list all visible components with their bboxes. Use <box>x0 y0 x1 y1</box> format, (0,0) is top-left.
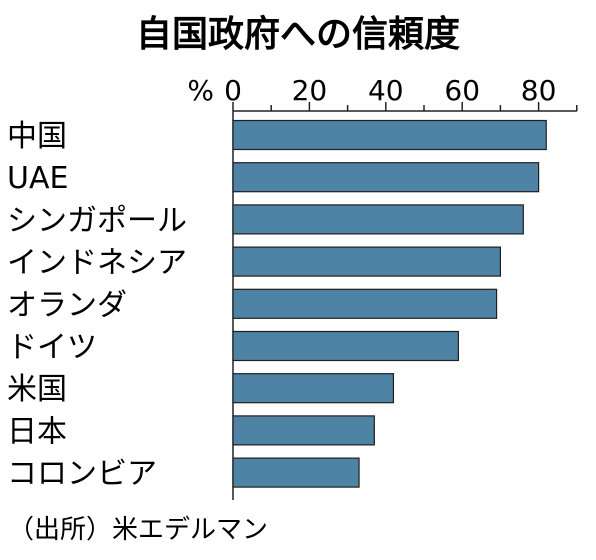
chart-title: 自国政府への信頼度 <box>136 13 460 55</box>
bar <box>232 415 375 446</box>
category-label: UAE <box>7 161 68 196</box>
source-note: （出所）米エデルマン <box>8 515 268 545</box>
bar <box>232 246 501 277</box>
category-label: 中国 <box>7 119 67 154</box>
category-label: ドイツ <box>7 330 97 365</box>
x-tick-label: 0 <box>224 74 242 107</box>
bars <box>232 119 547 488</box>
x-tick-label: 80 <box>521 74 557 107</box>
bar <box>232 119 547 151</box>
unit-label: % <box>187 74 214 107</box>
category-label: コロンビア <box>7 457 157 492</box>
bar <box>232 330 459 362</box>
x-tick-label: 20 <box>292 74 328 107</box>
category-label: シンガポール <box>7 203 187 238</box>
bar <box>232 288 498 319</box>
category-label: インドネシア <box>7 246 187 281</box>
bar <box>232 162 540 193</box>
category-label: 米国 <box>7 372 67 407</box>
x-tick-label: 60 <box>444 74 480 107</box>
bar <box>232 204 524 235</box>
x-tick-label: 40 <box>368 74 404 107</box>
x-axis: 0 20 40 60 80 <box>224 74 578 500</box>
category-label: 日本 <box>7 414 67 449</box>
bar <box>232 373 395 404</box>
bar <box>232 457 360 488</box>
category-label: オランダ <box>7 288 127 323</box>
